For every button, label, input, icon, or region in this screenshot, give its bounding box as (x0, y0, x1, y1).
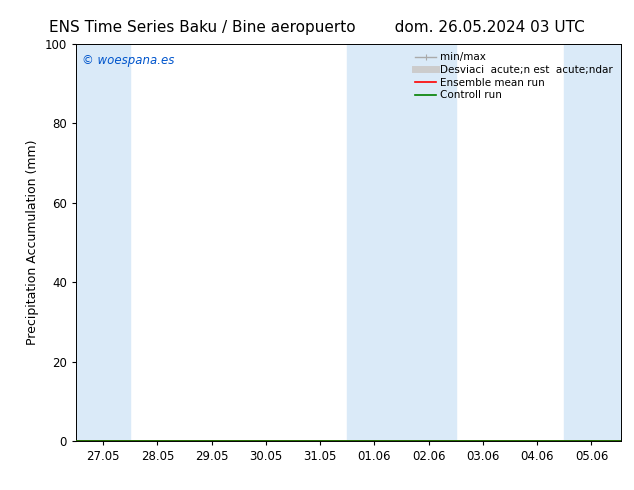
Bar (76, 44, 131, 441)
Legend: min/max, Desviaci  acute;n est  acute;ndar, Ensemble mean run, Controll run: min/max, Desviaci acute;n est acute;ndar… (412, 49, 616, 103)
Text: © woespana.es: © woespana.es (82, 54, 174, 67)
Y-axis label: Precipitation Accumulation (mm): Precipitation Accumulation (mm) (26, 140, 39, 345)
Text: ENS Time Series Baku / Bine aeropuerto        dom. 26.05.2024 03 UTC: ENS Time Series Baku / Bine aeropuerto d… (49, 20, 585, 35)
Bar (347, 44, 456, 441)
Bar (564, 44, 621, 441)
